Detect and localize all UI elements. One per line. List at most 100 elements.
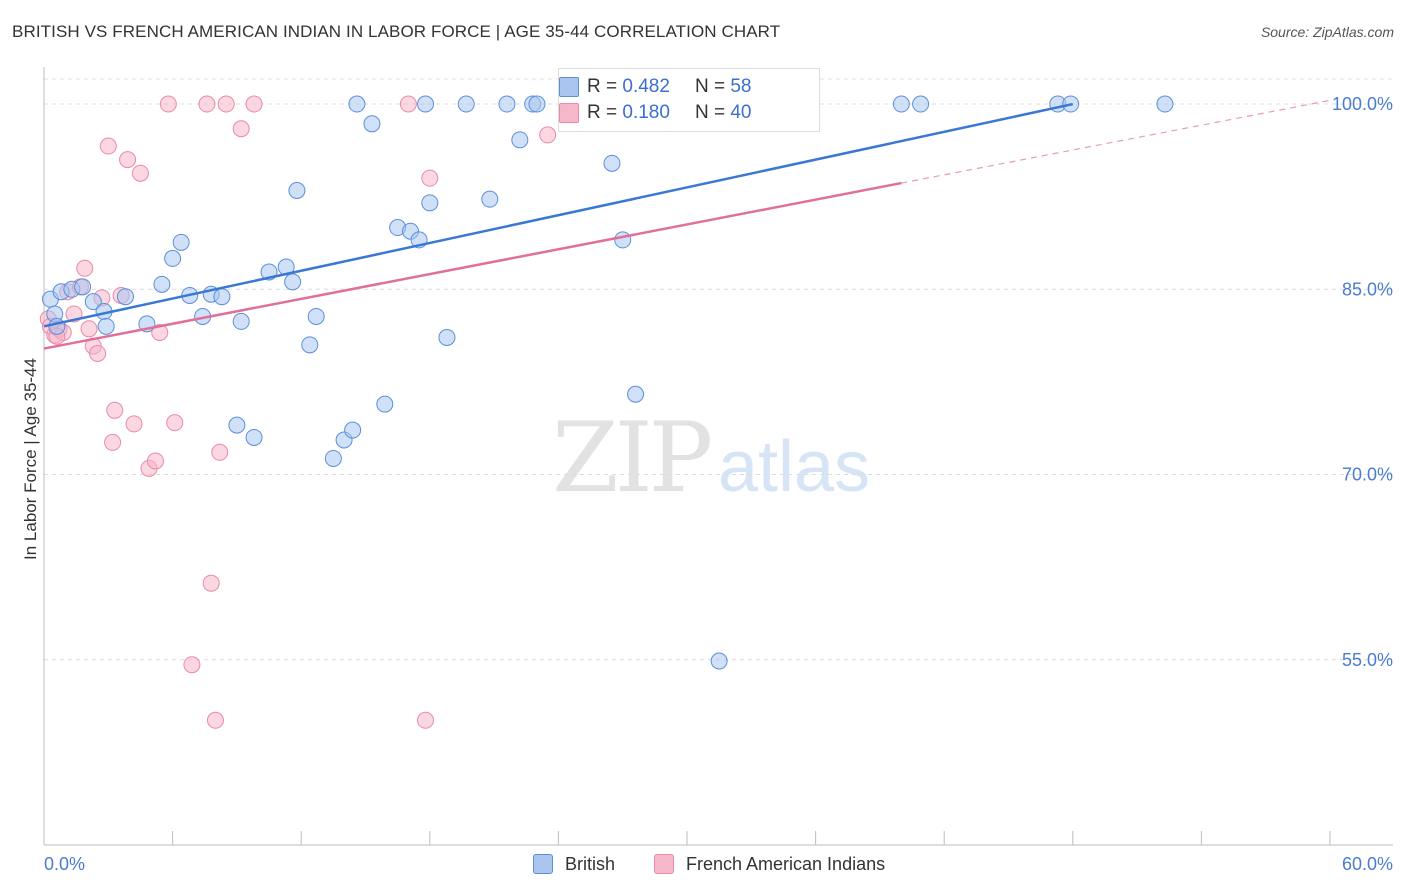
- french-point-22: [151, 324, 169, 342]
- british-point-9: [116, 288, 134, 306]
- french-point-32: [245, 95, 263, 113]
- british-point-49: [627, 385, 645, 403]
- british-point-17: [213, 288, 231, 306]
- french-trend-line: [43, 181, 902, 350]
- british-point-27: [324, 449, 342, 467]
- french-point-24: [166, 414, 184, 432]
- stats-row-french: R = 0.180 N = 40: [559, 101, 752, 125]
- british-point-26: [245, 428, 263, 446]
- british-point-42: [511, 131, 529, 149]
- french-r-label: R =: [587, 102, 618, 123]
- british-point-7: [48, 317, 66, 335]
- trend-lines: [43, 99, 1331, 350]
- watermark-atlas: atlas: [718, 427, 870, 507]
- british-trend-line: [43, 102, 1074, 328]
- y-tick-label-1: 85.0%: [1342, 279, 1393, 299]
- watermark-zip: ZIP: [552, 402, 711, 514]
- chart-source: Source: ZipAtlas.com: [1260, 24, 1394, 40]
- british-point-39: [457, 95, 475, 113]
- british-point-38: [438, 328, 456, 346]
- y-tick-label-2: 70.0%: [1342, 465, 1393, 485]
- british-point-4: [84, 293, 102, 311]
- gridlines: [44, 78, 1393, 661]
- french-point-36: [539, 126, 557, 144]
- french-n-label: N =: [694, 102, 726, 123]
- british-point-51: [710, 652, 728, 670]
- british-n-value: 58: [730, 76, 752, 97]
- french-point-21: [146, 452, 164, 470]
- french-point-19: [131, 164, 149, 182]
- british-point-47: [603, 154, 621, 172]
- british-point-31: [363, 115, 381, 133]
- british-r-value: 0.482: [622, 76, 670, 97]
- british-point-54: [912, 95, 930, 113]
- british-point-8: [97, 317, 115, 335]
- y-tick-label-3: 55.0%: [1342, 650, 1393, 670]
- french-point-29: [211, 443, 229, 461]
- french-point-25: [183, 656, 201, 674]
- french-point-35: [421, 169, 439, 187]
- french-point-27: [202, 574, 220, 592]
- french-point-26: [198, 95, 216, 113]
- french-r-value: 0.180: [622, 102, 670, 123]
- french-point-28: [206, 711, 224, 729]
- x-tick-labels: 0.0% 60.0%: [44, 854, 1393, 874]
- british-point-48: [614, 231, 632, 249]
- legend-british-label: British: [565, 853, 616, 874]
- british-point-18: [232, 312, 250, 330]
- stats-row-british: R = 0.482 N = 58: [559, 75, 752, 99]
- british-point-23: [301, 336, 319, 354]
- french-point-14: [106, 401, 124, 419]
- british-point-30: [348, 95, 366, 113]
- british-point-41: [498, 95, 516, 113]
- british-point-21: [284, 273, 302, 291]
- legend-french-label: French American Indians: [686, 853, 886, 874]
- british-point-32: [376, 395, 394, 413]
- legend-item-french: French American Indians: [654, 852, 885, 876]
- british-point-29: [344, 421, 362, 439]
- british-r-label: R =: [587, 76, 618, 97]
- french-point-33: [399, 95, 417, 113]
- legend-french-swatch: [654, 854, 674, 874]
- french-point-17: [125, 415, 143, 433]
- french-swatch: [559, 103, 579, 123]
- legend-item-british: British: [533, 852, 615, 876]
- french-point-13: [99, 137, 117, 155]
- british-point-22: [288, 181, 306, 199]
- british-point-36: [417, 95, 435, 113]
- watermark: ZIP atlas: [552, 402, 870, 514]
- x-tick-label-left: 0.0%: [44, 854, 85, 874]
- chart-title: BRITISH VS FRENCH AMERICAN INDIAN IN LAB…: [12, 22, 781, 41]
- y-tick-labels: 100.0% 85.0% 70.0% 55.0%: [1332, 94, 1393, 670]
- british-point-12: [164, 249, 182, 267]
- british-point-3: [74, 278, 92, 296]
- british-swatch: [559, 77, 579, 97]
- french-point-23: [159, 95, 177, 113]
- british-point-24: [307, 307, 325, 325]
- french-point-34: [417, 711, 435, 729]
- stats-legend: R = 0.482 N = 58 R = 0.180 N = 40: [558, 68, 820, 132]
- british-point-44: [528, 95, 546, 113]
- french-n-value: 40: [730, 102, 752, 123]
- british-point-57: [1156, 95, 1174, 113]
- french-point-16: [119, 151, 137, 169]
- british-point-40: [481, 190, 499, 208]
- french-point-9: [80, 320, 98, 338]
- french-trend-extension: [901, 99, 1331, 184]
- french-point-30: [217, 95, 235, 113]
- british-point-53: [892, 95, 910, 113]
- y-tick-label-0: 100.0%: [1332, 94, 1393, 114]
- french-point-31: [232, 120, 250, 138]
- french-point-11: [89, 345, 107, 363]
- british-n-label: N =: [694, 76, 726, 97]
- british-point-37: [421, 194, 439, 212]
- french-point-8: [76, 259, 94, 277]
- british-point-13: [172, 233, 190, 251]
- axes: [43, 67, 1393, 846]
- x-tick-label-right: 60.0%: [1342, 854, 1393, 874]
- french-point-18: [104, 433, 122, 451]
- british-point-11: [153, 275, 171, 293]
- legend-british-swatch: [533, 854, 553, 874]
- british-point-25: [228, 416, 246, 434]
